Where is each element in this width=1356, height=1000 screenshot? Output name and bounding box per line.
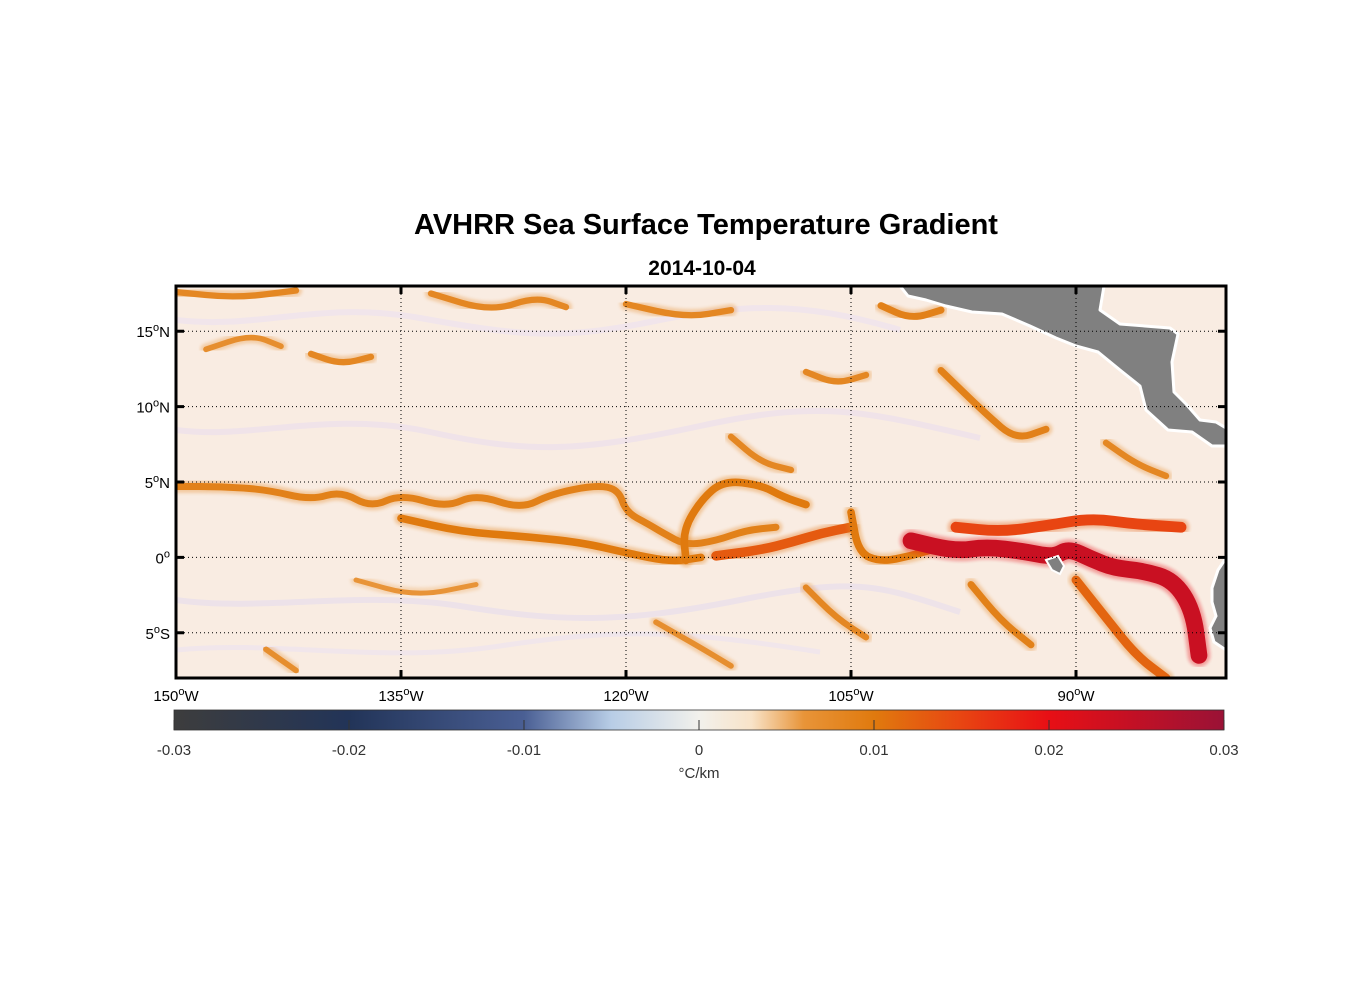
colorbar-ticks: -0.03 -0.02 -0.01 0 0.01 0.02 0.03: [157, 720, 1239, 759]
front-line: [937, 366, 1050, 440]
colorbar: -0.03 -0.02 -0.01 0 0.01 0.02 0.03 °C/km: [157, 709, 1239, 782]
front-line: [950, 514, 1187, 536]
front-line: [203, 334, 284, 353]
graticule: [176, 286, 1226, 678]
front-line: [263, 646, 299, 674]
chart-subtitle: 2014-10-04: [648, 257, 756, 280]
front-line: [902, 532, 1208, 664]
lon-tick-label: 105oW: [828, 686, 874, 705]
front-line: [1102, 439, 1170, 480]
front-line: [622, 300, 735, 319]
lon-tick-label: 120oW: [603, 686, 649, 705]
lat-tick-label: 10oN: [136, 398, 170, 417]
chart-title: AVHRR Sea Surface Temperature Gradient: [414, 209, 998, 241]
colorbar-tick-label: -0.01: [507, 742, 541, 759]
front-line: [711, 522, 856, 561]
lon-tick-label: 150oW: [153, 686, 199, 705]
front-line: [427, 290, 570, 311]
colorbar-tick-label: -0.02: [332, 742, 366, 759]
colorbar-tick-label: -0.03: [157, 742, 191, 759]
colorbar-label: °C/km: [679, 765, 720, 782]
front-line: [176, 483, 780, 548]
front-line: [307, 350, 375, 366]
lat-tick-label: 15oN: [136, 322, 170, 341]
land-galapagos: [1044, 554, 1066, 576]
lat-tick-label: 5oS: [146, 624, 170, 643]
front-line: [727, 433, 795, 474]
front-line: [680, 478, 810, 565]
colorbar-tick-label: 0.03: [1209, 742, 1238, 759]
map-ticks: [174, 286, 1226, 678]
front-line: [653, 619, 734, 669]
front-line: [802, 584, 870, 641]
lat-tick-label: 0o: [156, 548, 170, 567]
latitude-labels: 15oN 10oN 5oN 0o 5oS: [136, 322, 170, 643]
colorbar-tick-label: 0.02: [1034, 742, 1063, 759]
front-line: [847, 508, 945, 564]
front-line: [176, 287, 300, 300]
lat-tick-label: 5oN: [145, 473, 170, 492]
front-line: [353, 577, 479, 596]
land-south-america-coast: [1208, 555, 1226, 652]
lon-tick-label: 135oW: [378, 686, 424, 705]
land-central-america: [898, 286, 1226, 652]
land-north-mexico-central-america: [898, 286, 1226, 448]
lon-tick-label: 90oW: [1058, 686, 1096, 705]
front-line: [802, 368, 870, 385]
front-line: [967, 581, 1035, 649]
map-panel: 150oW 135oW 120oW 105oW 90oW 15oN 10oN 5oN 0o 5o…: [136, 284, 1228, 705]
front-line: [877, 302, 945, 320]
colorbar-tick-label: 0: [695, 742, 703, 759]
longitude-labels: 150oW 135oW 120oW 105oW 90oW: [153, 686, 1095, 705]
gradient-fronts: [176, 286, 1211, 678]
front-line: [1071, 575, 1171, 678]
colorbar-tick-label: 0.01: [859, 742, 888, 759]
